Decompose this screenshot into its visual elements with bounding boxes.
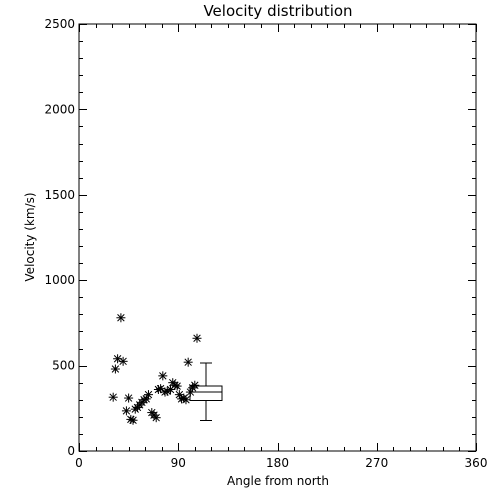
data-point <box>151 413 161 423</box>
x-axis-label: Angle from north <box>227 474 329 488</box>
y-axis-label: Velocity (km/s) <box>23 192 37 281</box>
data-point <box>108 392 118 402</box>
x-tick-label: 180 <box>266 456 289 470</box>
data-point <box>121 406 131 416</box>
y-tick-label: 0 <box>67 444 75 458</box>
y-tick-label: 1500 <box>44 188 75 202</box>
data-point <box>183 357 193 367</box>
data-point <box>118 356 128 366</box>
y-tick-label: 2000 <box>44 102 75 116</box>
box-plot <box>189 362 223 421</box>
x-tick-label: 0 <box>75 456 83 470</box>
data-point <box>166 385 176 395</box>
data-point <box>143 390 153 400</box>
plot-border <box>78 23 477 452</box>
data-point <box>116 313 126 323</box>
y-tick-label: 500 <box>52 359 75 373</box>
y-tick-label: 1000 <box>44 273 75 287</box>
data-points <box>108 313 202 425</box>
data-point <box>158 371 168 381</box>
x-axis: 0 90 180 270 360 <box>75 24 487 470</box>
data-point <box>172 381 182 391</box>
y-tick-label: 2500 <box>44 17 75 31</box>
y-axis: 0 500 1000 1500 2000 2500 <box>44 17 476 458</box>
data-point <box>181 395 191 405</box>
data-point <box>124 393 134 403</box>
x-tick-label: 90 <box>171 456 186 470</box>
data-point <box>110 364 120 374</box>
data-point <box>128 415 138 425</box>
chart-title: Velocity distribution <box>203 2 352 20</box>
box-iqr <box>189 385 223 402</box>
plot-frame <box>78 23 477 452</box>
data-point <box>190 380 200 390</box>
x-tick-label: 270 <box>365 456 388 470</box>
x-tick-label: 360 <box>465 456 488 470</box>
data-point <box>192 333 202 343</box>
